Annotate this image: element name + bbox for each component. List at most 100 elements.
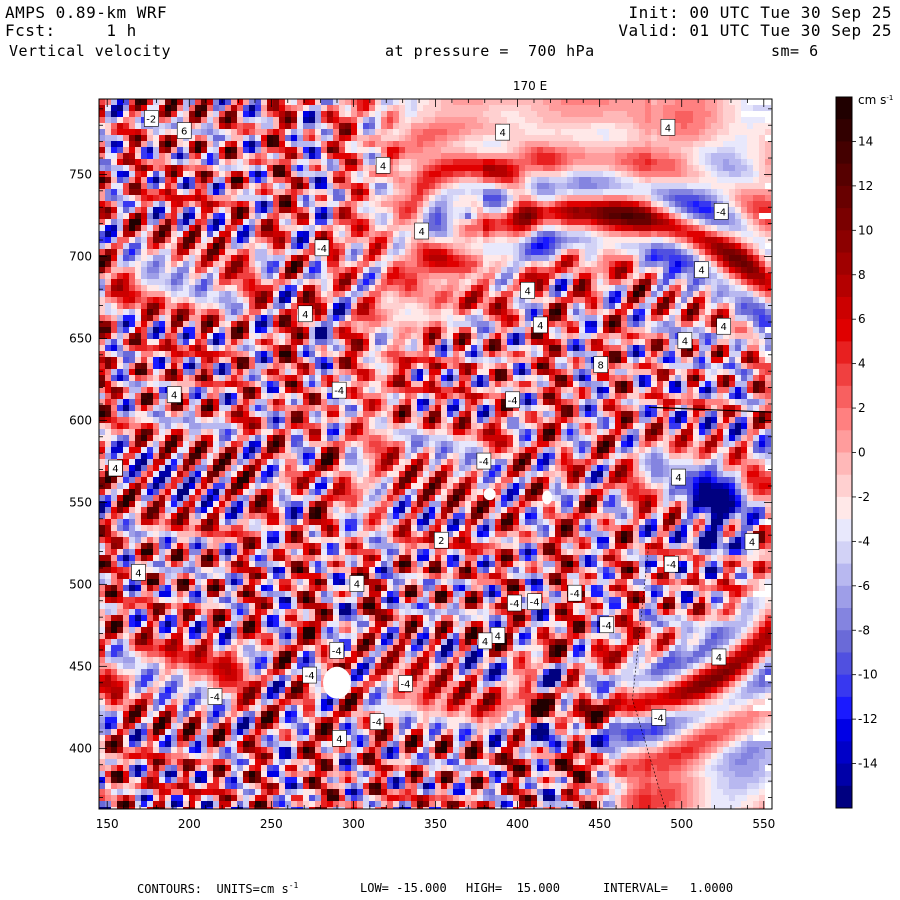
field-cell bbox=[99, 291, 105, 297]
field-cell bbox=[171, 99, 177, 105]
field-cell bbox=[585, 369, 591, 375]
field-cell bbox=[195, 231, 201, 237]
field-cell bbox=[387, 405, 393, 411]
field-cell bbox=[651, 105, 663, 111]
field-cell bbox=[207, 207, 213, 213]
field-cell bbox=[297, 285, 303, 291]
field-cell bbox=[183, 237, 189, 243]
field-cell bbox=[381, 153, 387, 159]
field-cell bbox=[609, 279, 621, 285]
field-cell bbox=[537, 381, 543, 387]
field-cell bbox=[489, 225, 495, 231]
field-cell bbox=[495, 285, 501, 291]
field-cell bbox=[381, 135, 399, 141]
field-cell bbox=[333, 213, 339, 219]
field-cell bbox=[393, 105, 399, 111]
field-cell bbox=[189, 411, 195, 417]
field-cell bbox=[753, 243, 759, 249]
field-cell bbox=[279, 417, 285, 423]
field-cell bbox=[651, 147, 669, 153]
field-cell bbox=[585, 351, 597, 357]
field-cell bbox=[417, 189, 423, 195]
field-cell bbox=[111, 381, 117, 387]
field-cell bbox=[345, 225, 351, 231]
field-cell bbox=[699, 195, 705, 201]
field-cell bbox=[723, 381, 729, 387]
field-cell bbox=[495, 237, 507, 243]
field-cell bbox=[297, 219, 303, 225]
field-cell bbox=[123, 195, 129, 201]
field-cell bbox=[369, 249, 375, 255]
field-cell bbox=[201, 195, 207, 201]
field-cell bbox=[315, 267, 321, 273]
field-cell bbox=[237, 285, 243, 291]
field-cell bbox=[189, 273, 195, 279]
field-cell bbox=[189, 405, 195, 411]
field-cell bbox=[309, 159, 321, 165]
field-cell bbox=[393, 171, 399, 177]
field-cell bbox=[447, 297, 453, 303]
field-cell bbox=[165, 297, 171, 303]
field-cell bbox=[165, 123, 171, 129]
field-cell bbox=[123, 297, 129, 303]
field-cell bbox=[207, 261, 213, 267]
field-cell bbox=[333, 369, 339, 375]
field-cell bbox=[213, 351, 219, 357]
field-cell bbox=[267, 369, 273, 375]
field-cell bbox=[123, 351, 135, 357]
field-cell bbox=[99, 261, 105, 267]
field-cell bbox=[357, 267, 363, 273]
field-cell bbox=[519, 363, 525, 369]
field-cell bbox=[321, 111, 327, 117]
field-cell bbox=[357, 255, 363, 261]
field-cell bbox=[429, 99, 441, 105]
field-cell bbox=[147, 105, 159, 111]
field-cell bbox=[315, 165, 321, 171]
field-cell bbox=[147, 249, 153, 255]
field-cell bbox=[663, 369, 669, 375]
field-cell bbox=[297, 159, 309, 165]
field-cell bbox=[567, 225, 585, 231]
field-cell bbox=[225, 387, 231, 393]
field-cell bbox=[255, 423, 261, 429]
field-cell bbox=[99, 393, 105, 399]
field-cell bbox=[447, 255, 453, 261]
field-cell bbox=[327, 141, 333, 147]
field-cell bbox=[231, 243, 237, 249]
field-cell bbox=[489, 381, 495, 387]
field-cell bbox=[249, 249, 255, 255]
field-cell bbox=[237, 393, 243, 399]
field-cell bbox=[549, 345, 561, 351]
field-cell bbox=[615, 327, 621, 333]
field-cell bbox=[201, 105, 207, 111]
field-cell bbox=[369, 255, 375, 261]
field-cell bbox=[633, 399, 639, 405]
field-cell bbox=[375, 219, 381, 225]
field-cell bbox=[201, 285, 207, 291]
field-cell bbox=[507, 339, 513, 345]
field-cell bbox=[195, 261, 201, 267]
field-cell bbox=[105, 111, 111, 117]
field-cell bbox=[393, 189, 399, 195]
field-cell bbox=[297, 273, 303, 279]
field-cell bbox=[189, 117, 195, 123]
field-cell bbox=[561, 303, 567, 309]
field-cell bbox=[543, 225, 555, 231]
field-cell bbox=[567, 339, 573, 345]
field-cell bbox=[315, 363, 321, 369]
field-cell bbox=[195, 141, 201, 147]
field-cell bbox=[405, 405, 411, 411]
field-cell bbox=[183, 321, 189, 327]
field-cell bbox=[231, 375, 237, 381]
field-cell bbox=[153, 231, 159, 237]
field-cell bbox=[255, 261, 261, 267]
field-cell bbox=[297, 201, 303, 207]
field-cell bbox=[705, 399, 723, 405]
field-cell bbox=[327, 165, 333, 171]
field-cell bbox=[639, 297, 645, 303]
field-cell bbox=[375, 243, 381, 249]
field-cell bbox=[273, 333, 279, 339]
field-cell bbox=[693, 321, 699, 327]
field-cell bbox=[297, 111, 303, 117]
field-cell bbox=[333, 219, 339, 225]
